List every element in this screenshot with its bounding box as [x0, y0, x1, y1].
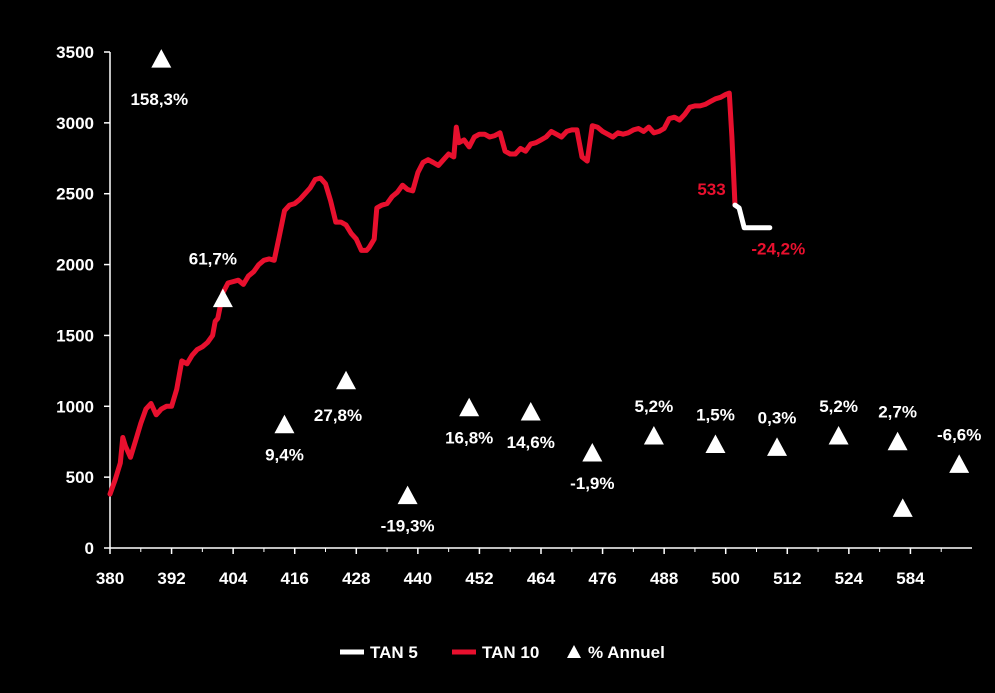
annual-marker: [949, 454, 970, 473]
x-tick-label: 512: [773, 569, 801, 588]
series-line-tan5: [732, 202, 773, 231]
y-tick-label: 1000: [56, 397, 94, 416]
x-tick-label: 416: [281, 569, 309, 588]
x-tick-label: 428: [342, 569, 370, 588]
annual-marker: [151, 49, 172, 68]
y-tick-label: 2500: [56, 185, 94, 204]
x-tick-label: 524: [835, 569, 864, 588]
annual-label: -19,3%: [381, 517, 435, 536]
y-tick-label: 3500: [56, 43, 94, 62]
x-tick-label: 488: [650, 569, 678, 588]
annual-label: 9,4%: [265, 446, 304, 465]
annual-label: 16,8%: [445, 429, 493, 448]
annotation-label: -24,2%: [751, 240, 805, 259]
annual-marker: [767, 437, 788, 456]
annual-label: 14,6%: [507, 433, 555, 452]
y-tick-label: 0: [85, 539, 94, 558]
annual-label: -1,9%: [570, 474, 614, 493]
annual-marker: [336, 370, 357, 390]
annotation-label: 533: [697, 180, 725, 199]
annual-marker: [459, 397, 480, 417]
x-tick-label: 500: [712, 569, 740, 588]
legend: TAN 5 TAN 10 % Annuel: [340, 643, 665, 662]
y-tick-label: 1500: [56, 326, 94, 345]
annual-label: 0,3%: [758, 408, 797, 427]
annual-label: 27,8%: [314, 406, 362, 425]
axes-group: 0 500 1000 1500 2000 2500 3000 3500 380 392 404 416…: [56, 43, 972, 588]
annual-label: -6,6%: [937, 425, 981, 444]
x-tick-label: 464: [527, 569, 556, 588]
x-tick-label: 404: [219, 569, 248, 588]
x-tick-label: 392: [157, 569, 185, 588]
annual-marker: [887, 431, 908, 451]
x-tick-label: 584: [896, 569, 925, 588]
annual-marker: [397, 485, 418, 505]
annual-marker: [892, 498, 913, 517]
annual-marker: [212, 288, 233, 308]
annual-marker: [582, 443, 603, 462]
legend-label: TAN 5: [370, 643, 418, 662]
annual-label: 1,5%: [696, 406, 735, 425]
series-group: [107, 90, 773, 497]
annual-label: 5,2%: [819, 397, 858, 416]
markers-group: 158,3% 61,7% 9,4% 27,8% -19,3% 16,8% 14,6% -1,9…: [130, 49, 981, 536]
legend-swatch-annual: [567, 645, 581, 658]
y-tick-label: 3000: [56, 114, 94, 133]
annual-label: 2,7%: [878, 403, 917, 422]
x-tick-label: 380: [96, 569, 124, 588]
x-tick-label: 440: [404, 569, 432, 588]
annual-marker: [274, 414, 295, 434]
annual-label: 5,2%: [635, 397, 674, 416]
annual-label: 61,7%: [189, 250, 237, 269]
annual-marker: [828, 426, 849, 445]
legend-label: TAN 10: [482, 643, 539, 662]
y-tick-label: 2000: [56, 256, 94, 275]
y-tick-label: 500: [66, 468, 94, 487]
annual-marker: [705, 434, 726, 454]
legend-label: % Annuel: [588, 643, 665, 662]
annotations-group: 533 -24,2%: [697, 180, 805, 259]
annual-label: 158,3%: [130, 90, 188, 109]
x-tick-label: 452: [465, 569, 493, 588]
annual-marker: [643, 426, 664, 445]
x-tick-label: 476: [588, 569, 616, 588]
series-line-tan10: [107, 90, 738, 497]
annual-marker: [520, 401, 541, 421]
